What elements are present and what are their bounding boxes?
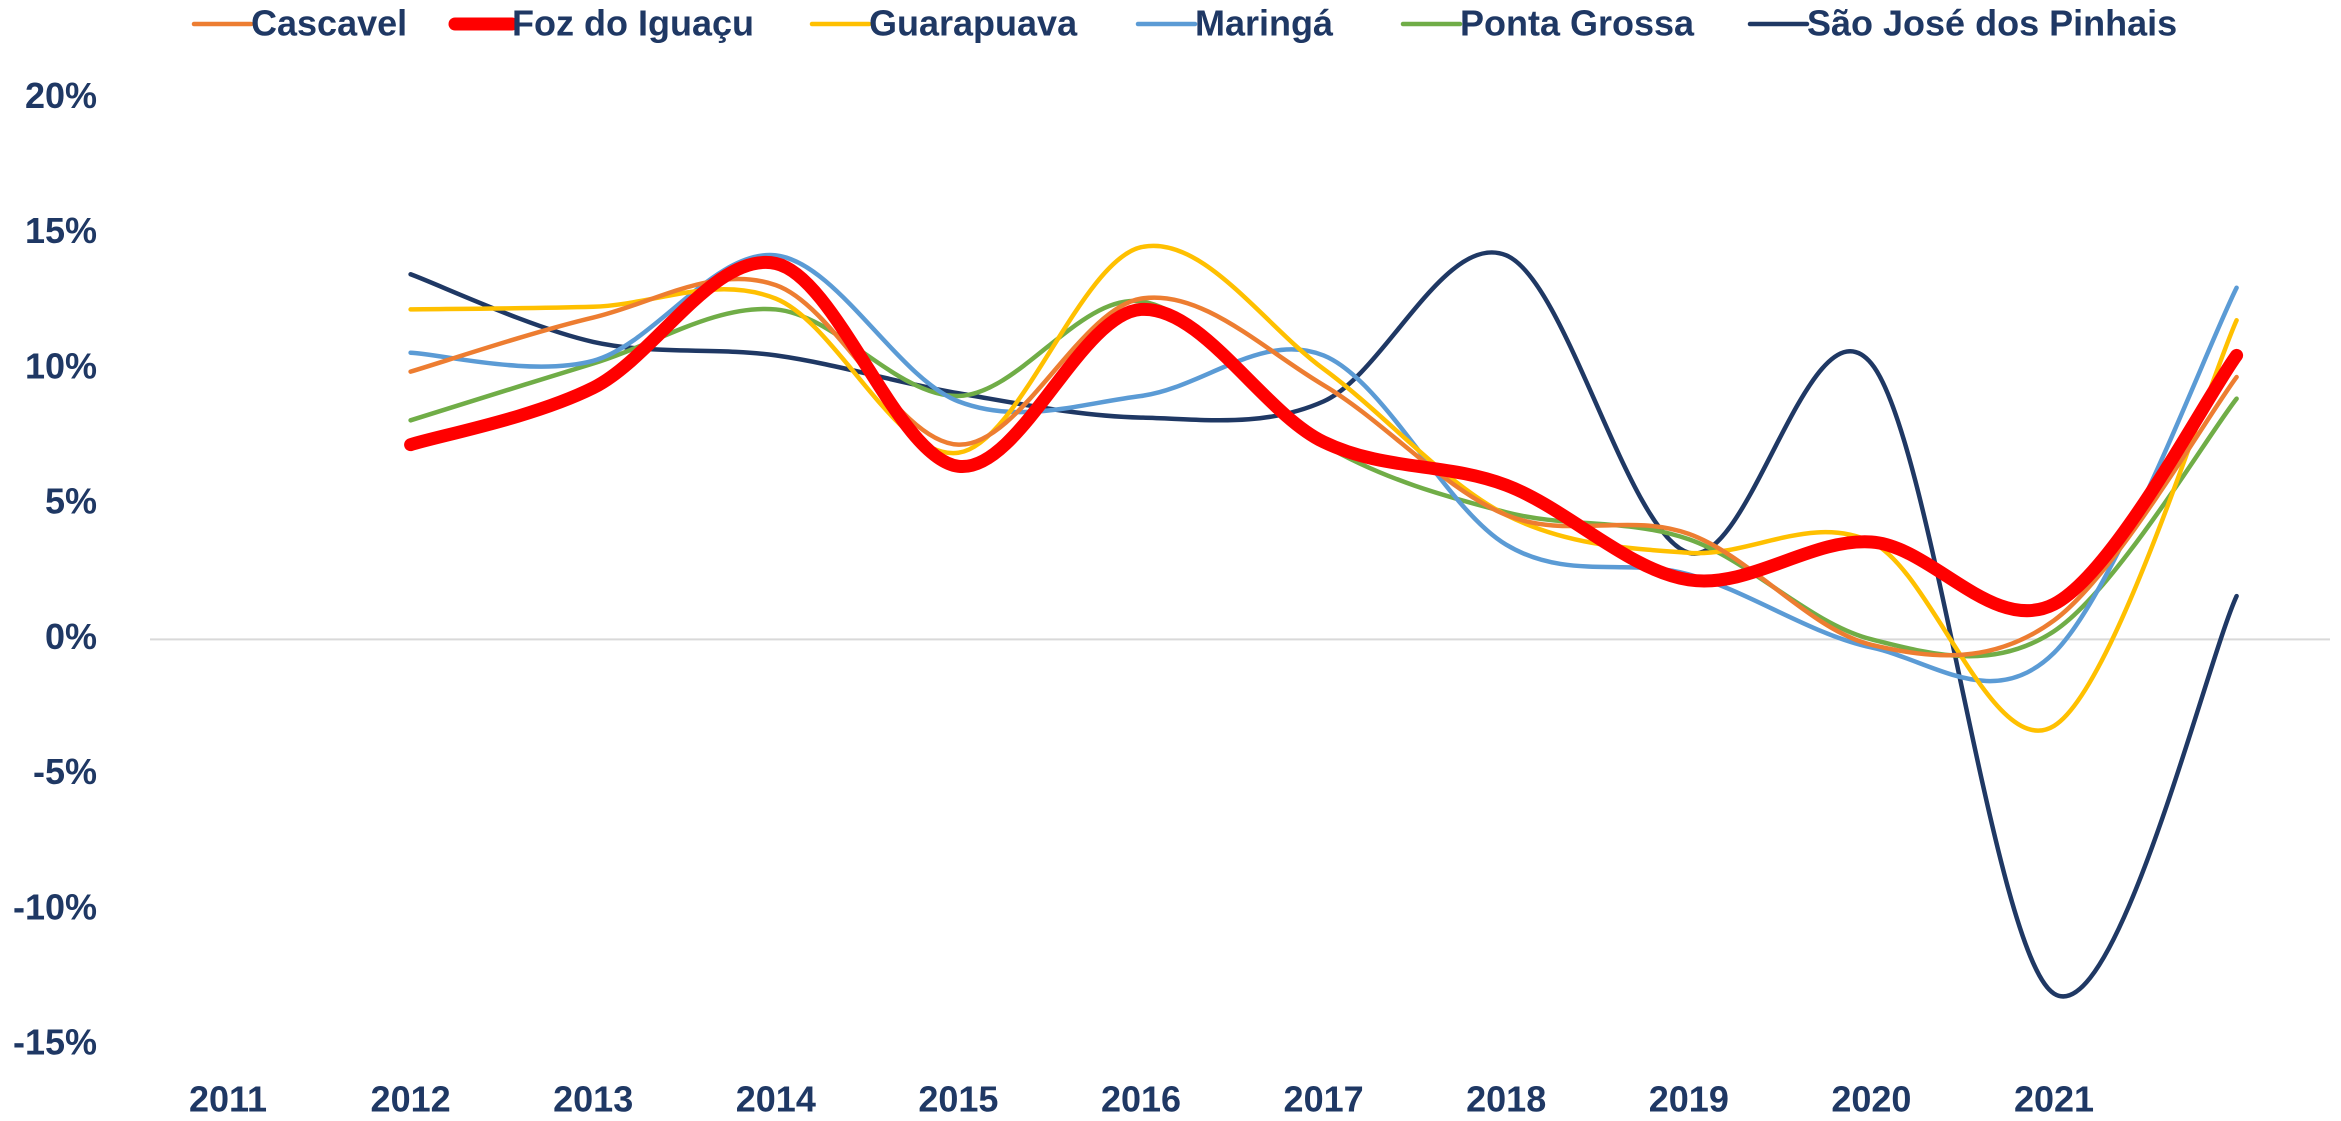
y-tick-label: 5% xyxy=(45,481,97,522)
x-tick-label: 2016 xyxy=(1101,1079,1181,1120)
legend-label: Ponta Grossa xyxy=(1460,3,1695,44)
x-tick-label: 2021 xyxy=(2014,1079,2094,1120)
series-line xyxy=(404,255,2244,618)
x-tick-label: 2013 xyxy=(553,1079,633,1120)
legend-label: São José dos Pinhais xyxy=(1807,3,2177,44)
series-line xyxy=(408,276,2239,658)
x-tick-label: 2020 xyxy=(1831,1079,1911,1120)
series-line xyxy=(408,243,2239,733)
legend-label: Cascavel xyxy=(251,3,407,44)
x-tick-label: 2019 xyxy=(1649,1079,1729,1120)
y-tick-label: 20% xyxy=(25,75,97,116)
legend-label: Foz do Iguaçu xyxy=(512,3,754,44)
series-line xyxy=(408,250,2239,999)
y-tick-label: 10% xyxy=(25,345,97,386)
y-tick-label: 0% xyxy=(45,616,97,657)
series-line xyxy=(408,252,2239,684)
x-tick-label: 2018 xyxy=(1466,1079,1546,1120)
y-tick-label: 15% xyxy=(25,210,97,251)
y-tick-label: -5% xyxy=(33,751,97,792)
x-tick-label: 2015 xyxy=(918,1079,998,1120)
x-tick-label: 2011 xyxy=(189,1079,267,1120)
x-tick-label: 2012 xyxy=(371,1079,451,1120)
legend-label: Maringá xyxy=(1195,3,1334,44)
x-tick-label: 2017 xyxy=(1284,1079,1364,1120)
y-tick-label: -15% xyxy=(13,1022,97,1063)
y-tick-label: -10% xyxy=(13,886,97,927)
legend-label: Guarapuava xyxy=(869,3,1078,44)
x-tick-label: 2014 xyxy=(736,1079,816,1120)
